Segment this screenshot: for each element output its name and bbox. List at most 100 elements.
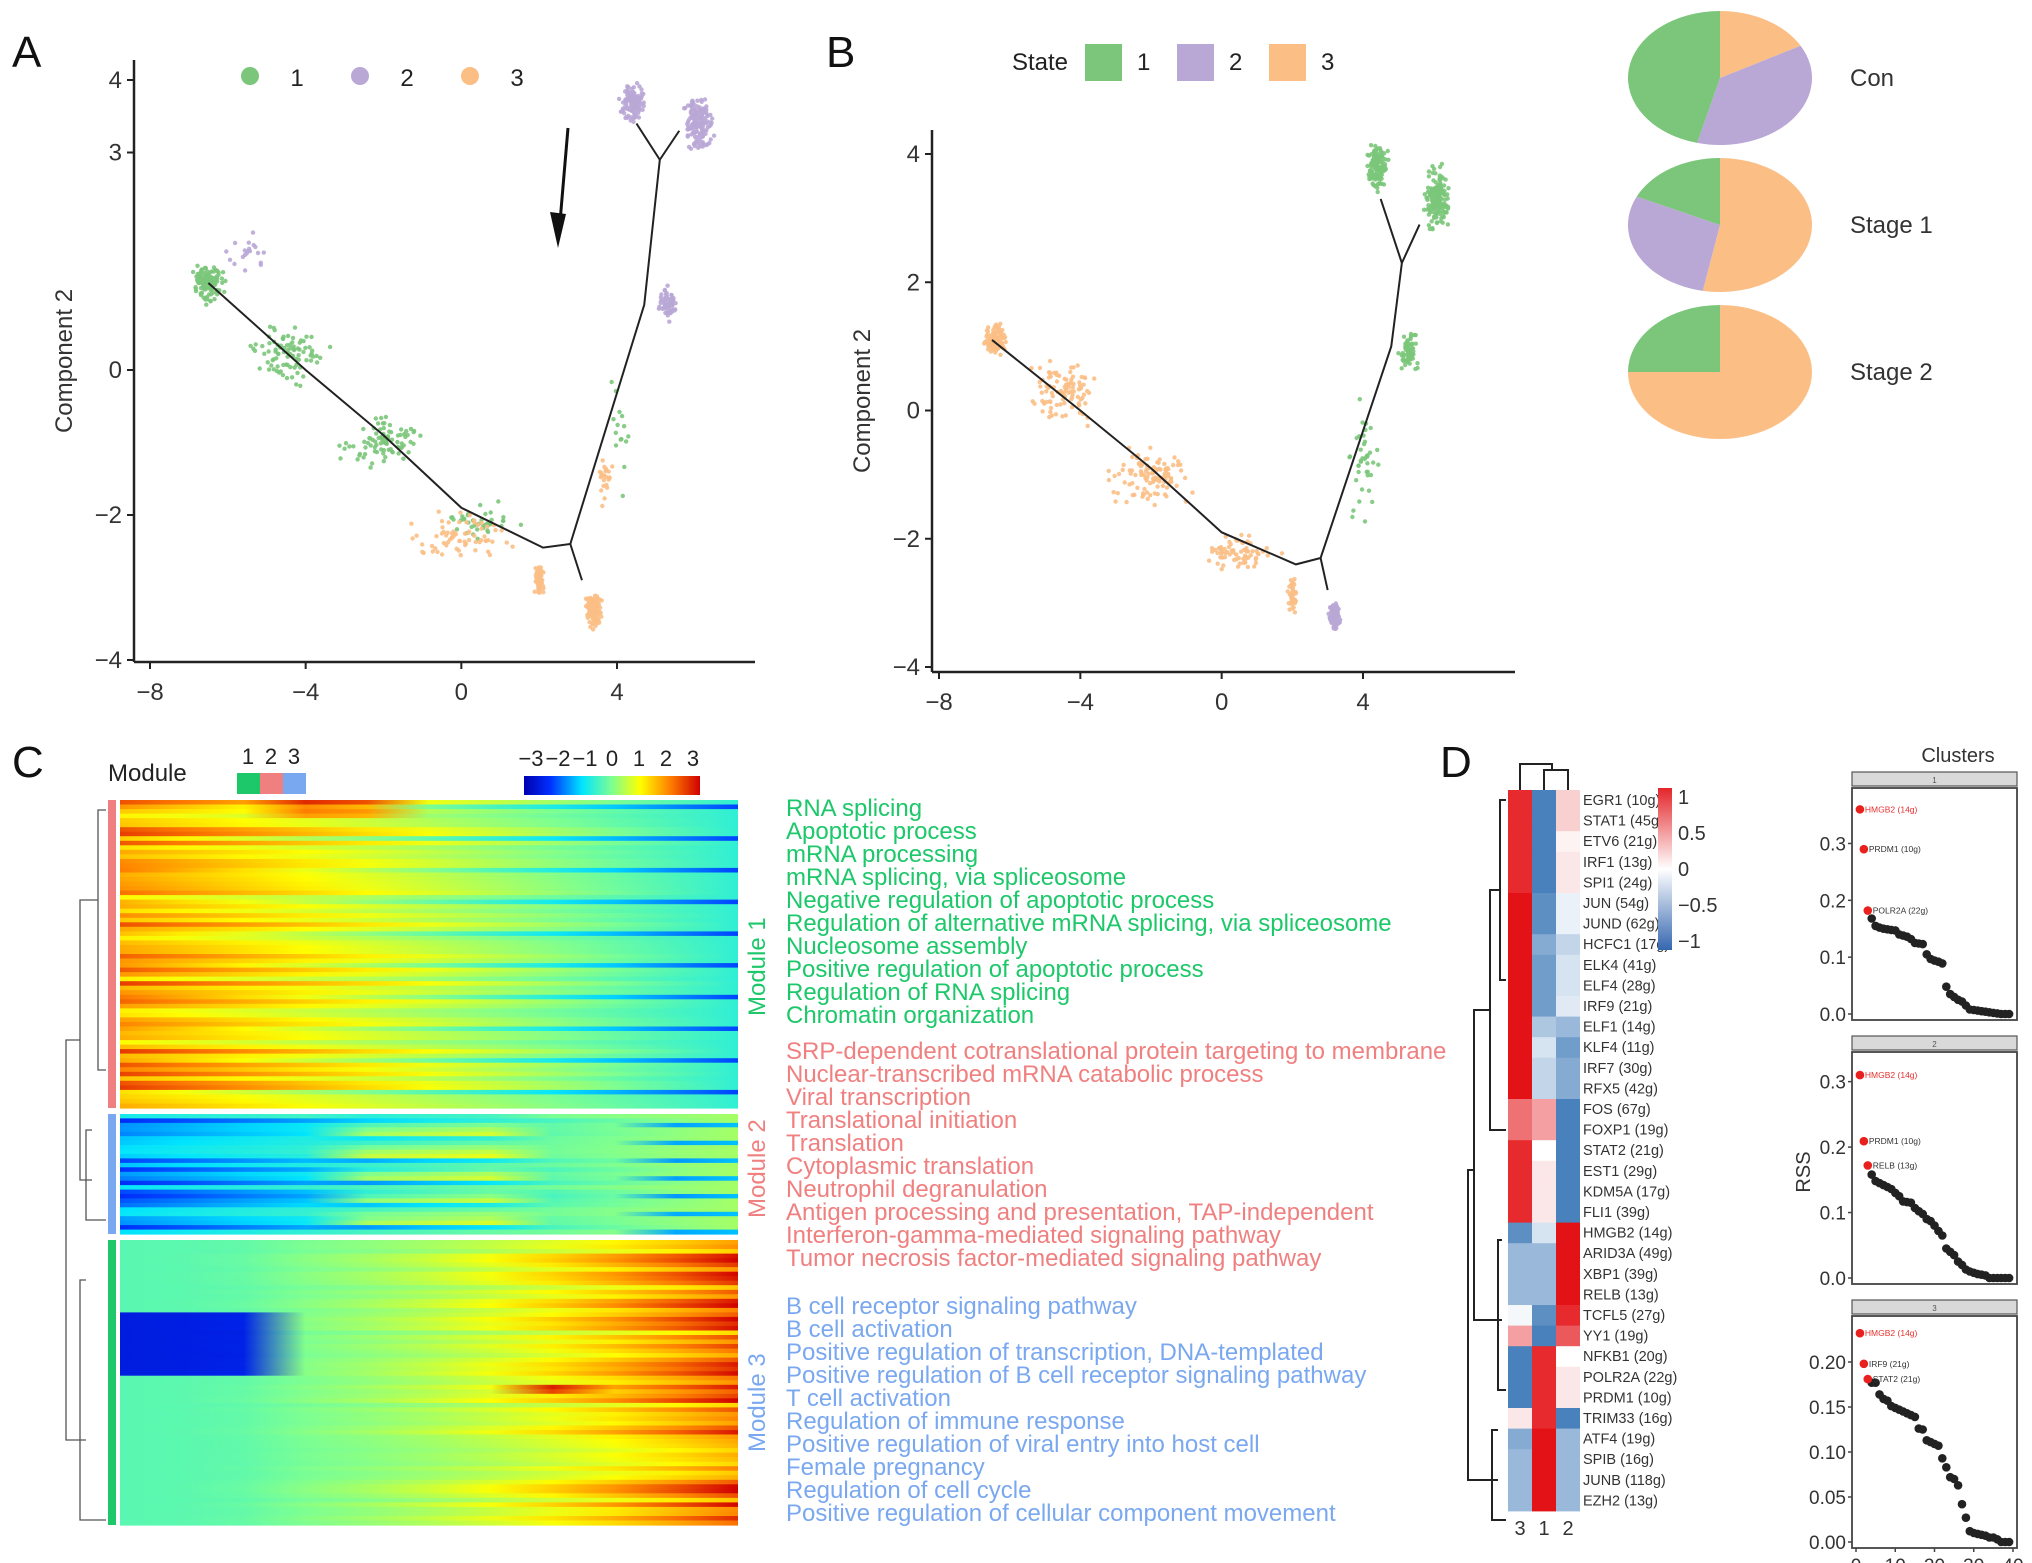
- cell-point: [599, 598, 604, 603]
- regulon-cell: [1532, 1325, 1556, 1347]
- cell-point: [195, 277, 200, 282]
- heatmap-row: [120, 1448, 738, 1454]
- go-term: Tumor necrosis factor-mediated signaling…: [786, 1245, 1322, 1272]
- rss-point: [1934, 1441, 1943, 1450]
- cell-point: [617, 409, 622, 415]
- heatmap-row: [120, 1402, 738, 1408]
- cell-point: [456, 548, 461, 553]
- cell-point: [1433, 213, 1438, 218]
- trajectory-branch: [635, 122, 661, 161]
- cell-point: [621, 424, 627, 429]
- go-term: Positive regulation of transcription, DN…: [786, 1339, 1324, 1366]
- cell-point: [1156, 460, 1161, 465]
- cell-point: [1148, 493, 1153, 498]
- cell-point: [705, 119, 710, 124]
- cell-point: [1178, 462, 1183, 467]
- panel-label-d: D: [1440, 738, 1472, 787]
- rss-highlight-label: PRDM1 (10g): [1869, 1136, 1921, 1146]
- cell-point: [483, 511, 488, 517]
- dendrogram-branch: [97, 809, 106, 1071]
- legend-title: State: [1012, 49, 1068, 76]
- y-tick-label: 0.05: [1809, 1488, 1846, 1509]
- colorbar-tick-label: −1: [1678, 931, 1701, 953]
- cell-point: [1143, 476, 1148, 481]
- regulon-label: STAT1 (45g): [1583, 814, 1664, 830]
- heatmap-row: [120, 1452, 738, 1458]
- heatmap-row: [120, 944, 738, 950]
- cell-point: [597, 469, 602, 475]
- cell-point: [466, 529, 472, 534]
- cell-point: [307, 345, 312, 350]
- cell-point: [693, 118, 698, 123]
- regulon-label: IRF1 (13g): [1583, 855, 1652, 871]
- heatmap-row: [120, 800, 738, 806]
- regulon-cell: [1508, 1387, 1532, 1409]
- cell-point: [609, 379, 614, 385]
- cell-point: [1062, 401, 1067, 406]
- regulon-cell: [1556, 996, 1580, 1017]
- cell-point: [479, 526, 484, 531]
- heatmap-row: [120, 849, 738, 855]
- pie-con: [1628, 11, 1812, 145]
- pie-label: Stage 2: [1850, 359, 1933, 386]
- go-term: RNA splicing: [786, 795, 923, 822]
- legend-label-2: 2: [1229, 49, 1242, 76]
- cell-point: [1335, 621, 1340, 627]
- heatmap-row: [120, 1362, 738, 1368]
- cell-point: [1120, 467, 1125, 473]
- heatmap-row: [120, 1307, 738, 1313]
- heatmap-row: [120, 999, 738, 1005]
- cell-point: [1370, 499, 1375, 505]
- cell-point: [1424, 195, 1429, 200]
- cell-point: [618, 437, 623, 442]
- cell-point: [665, 283, 670, 288]
- cell-point: [685, 103, 691, 108]
- heatmap-row: [120, 1080, 738, 1086]
- heatmap-row: [120, 1012, 738, 1018]
- cell-point: [599, 473, 604, 478]
- cell-point: [1070, 385, 1075, 390]
- cell-point: [1433, 171, 1438, 176]
- heatmap-row: [120, 1479, 738, 1485]
- cell-point: [482, 534, 487, 539]
- cell-point: [1360, 420, 1365, 425]
- heatmap-row: [120, 1031, 738, 1037]
- cell-point: [379, 434, 384, 440]
- cell-point: [362, 452, 368, 457]
- cell-point: [1383, 157, 1388, 162]
- cell-point: [267, 324, 273, 329]
- cell-point: [257, 366, 262, 371]
- cell-point: [631, 96, 636, 101]
- cell-point: [318, 355, 323, 360]
- cell-point: [663, 310, 668, 316]
- cell-point: [288, 364, 293, 370]
- go-term: Nucleosome assembly: [786, 933, 1028, 960]
- go-term: Positive regulation of viral entry into …: [786, 1431, 1260, 1458]
- heatmap-row: [120, 831, 738, 837]
- y-tick-label: 0: [109, 357, 122, 384]
- cell-point: [593, 608, 598, 614]
- cell-point: [198, 269, 204, 274]
- go-term: Regulation of RNA splicing: [786, 979, 1071, 1006]
- cell-point: [1231, 548, 1236, 553]
- cell-point: [1152, 491, 1157, 496]
- cell-point: [1431, 166, 1437, 172]
- cell-point: [227, 257, 233, 262]
- regulon-cell: [1556, 1243, 1580, 1265]
- regulon-cell: [1556, 954, 1580, 976]
- heatmap-row: [120, 895, 738, 901]
- cell-point: [685, 119, 691, 125]
- module-legend-title: Module: [108, 760, 187, 787]
- regulon-label: XBP1 (39g): [1583, 1267, 1658, 1283]
- cell-point: [457, 538, 462, 544]
- x-tick-label: 4: [610, 679, 623, 706]
- cell-point: [1081, 382, 1086, 387]
- cell-point: [219, 276, 225, 281]
- go-term: T cell activation: [786, 1385, 951, 1412]
- cell-point: [705, 113, 710, 119]
- cell-point: [1171, 462, 1176, 468]
- cell-point: [585, 604, 590, 610]
- cell-point: [1234, 552, 1239, 557]
- cell-point: [411, 429, 416, 435]
